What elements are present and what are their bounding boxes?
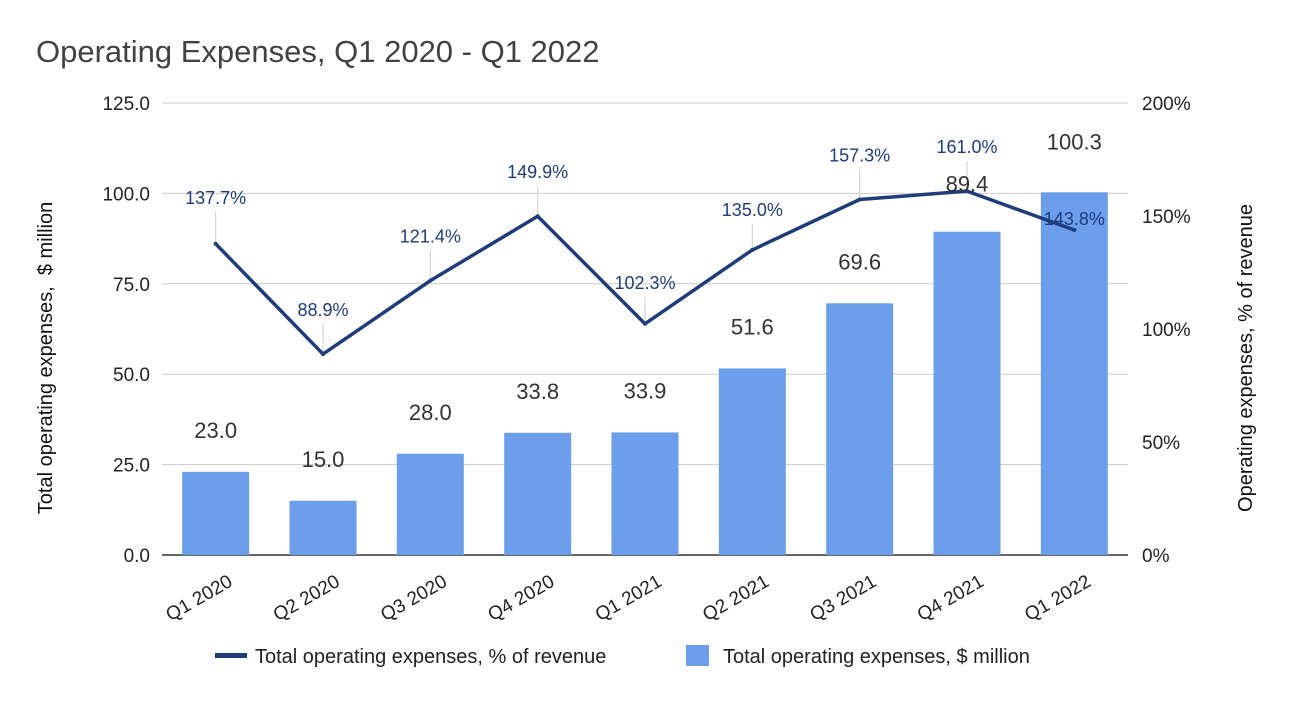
legend-bar-swatch xyxy=(686,645,709,666)
x-tick-label: Q3 2020 xyxy=(377,571,451,626)
bar xyxy=(826,303,894,555)
x-tick-label: Q1 2021 xyxy=(592,571,666,626)
left-axis-ticks: 0.0 25.0 50.0 75.0 100.0 125.0 xyxy=(102,94,150,567)
legend-line-label: Total operating expenses, % of revenue xyxy=(255,646,606,668)
bar-value-label: 33.8 xyxy=(516,379,559,404)
bar-value-label: 15.0 xyxy=(302,447,345,472)
legend-line-swatch xyxy=(215,653,247,658)
line-point xyxy=(965,189,969,194)
bar-value-label: 89.4 xyxy=(946,172,989,197)
x-tick-label: Q4 2021 xyxy=(914,571,988,626)
left-axis-title: Total operating expenses, $ million xyxy=(35,202,57,514)
bar xyxy=(611,432,679,555)
line-point xyxy=(535,214,540,219)
bar-value-label: 100.3 xyxy=(1047,129,1102,154)
bar-value-label: 23.0 xyxy=(194,418,237,443)
chart-title: Operating Expenses, Q1 2020 - Q1 2022 xyxy=(36,34,600,69)
bar xyxy=(1040,192,1108,556)
line-point xyxy=(321,352,325,357)
line-data-labels: 137.7% 88.9% 121.4% 149.9% 102.3% 135.0% 157.3… xyxy=(185,137,1105,320)
x-axis-ticks: Q1 2020 Q2 2020 Q3 2020 Q4 2020 Q1 2021 Q2 20… xyxy=(163,571,1095,626)
left-tick-label: 50.0 xyxy=(113,365,150,386)
x-tick-label: Q3 2021 xyxy=(807,571,881,626)
line-point xyxy=(213,241,218,246)
right-axis-title: Operating expenses, % of revenue xyxy=(1235,204,1257,512)
bar xyxy=(718,368,786,555)
bar xyxy=(289,500,357,555)
left-tick-label: 0.0 xyxy=(124,546,150,567)
bar xyxy=(182,471,250,555)
x-tick-label: Q4 2020 xyxy=(485,571,559,626)
line-series xyxy=(213,189,1077,357)
line-label-leaders xyxy=(215,161,968,355)
x-tick-label: Q1 2020 xyxy=(163,571,237,626)
line-point xyxy=(857,197,862,202)
bar xyxy=(504,432,572,555)
x-tick-label: Q2 2021 xyxy=(699,571,773,626)
bar-value-label: 51.6 xyxy=(731,314,774,339)
left-tick-label: 100.0 xyxy=(102,184,150,205)
line-value-label: 143.8% xyxy=(1044,209,1105,229)
line-value-label: 137.7% xyxy=(185,188,246,208)
left-tick-label: 75.0 xyxy=(113,275,150,296)
right-tick-label: 200% xyxy=(1142,94,1191,115)
line-value-label: 157.3% xyxy=(829,146,890,166)
right-tick-label: 50% xyxy=(1142,433,1180,454)
line-value-label: 88.9% xyxy=(297,300,348,320)
right-tick-label: 150% xyxy=(1142,207,1191,228)
line-value-label: 121.4% xyxy=(400,227,461,247)
line-value-label: 149.9% xyxy=(507,162,568,182)
x-tick-label: Q1 2022 xyxy=(1021,571,1095,626)
right-tick-label: 100% xyxy=(1142,320,1191,341)
left-tick-label: 25.0 xyxy=(113,456,150,477)
bar xyxy=(396,453,464,555)
line-point xyxy=(428,278,433,283)
line-value-label: 102.3% xyxy=(614,273,675,293)
bar xyxy=(933,231,1001,555)
left-tick-label: 125.0 xyxy=(102,94,150,115)
line-point xyxy=(750,247,755,252)
legend-bar-label: Total operating expenses, $ million xyxy=(723,646,1030,668)
right-axis-ticks: 0% 50% 100% 150% 200% xyxy=(1142,94,1191,567)
bar-data-labels: 23.0 15.0 28.0 33.8 33.9 51.6 69.6 89.4 100.3 xyxy=(194,129,1102,471)
line-point xyxy=(643,321,647,326)
right-tick-label: 0% xyxy=(1142,546,1170,567)
bar-value-label: 28.0 xyxy=(409,400,452,425)
line-value-label: 135.0% xyxy=(722,200,783,220)
line-point xyxy=(1072,228,1077,233)
bar-value-label: 69.6 xyxy=(838,249,881,274)
bar-value-label: 33.9 xyxy=(624,378,667,403)
x-tick-label: Q2 2020 xyxy=(270,571,344,626)
legend: Total operating expenses, % of revenue T… xyxy=(215,645,1030,668)
line-value-label: 161.0% xyxy=(936,137,997,157)
bar-series xyxy=(182,192,1108,556)
